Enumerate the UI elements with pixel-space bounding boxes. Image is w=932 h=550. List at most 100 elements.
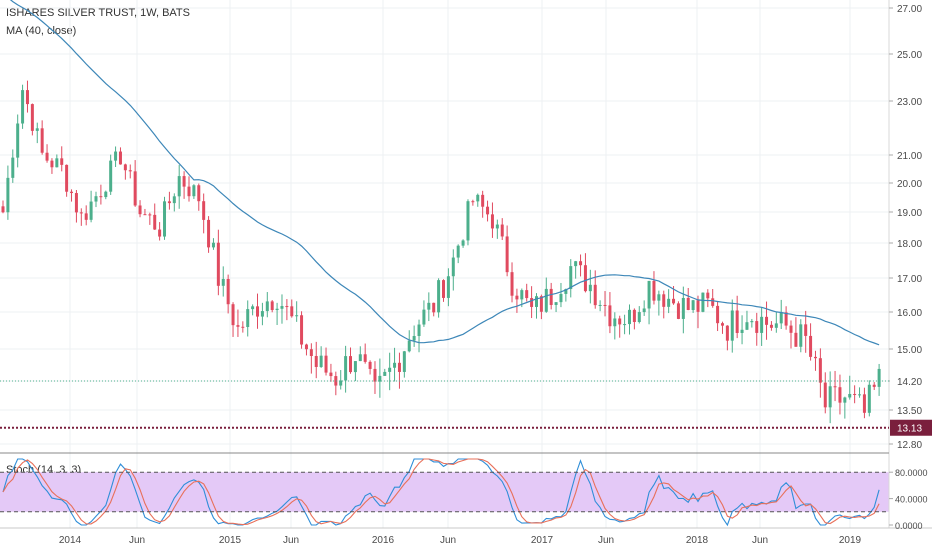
candle-body — [89, 201, 93, 220]
candle-body — [862, 394, 866, 413]
candle-body — [574, 261, 578, 267]
candle-body — [412, 336, 416, 341]
candle-body — [662, 294, 666, 307]
x-tick-label: 2017 — [531, 535, 554, 546]
candle-body — [309, 349, 313, 357]
y-tick-label: 18.00 — [897, 239, 922, 250]
candle-body — [275, 308, 279, 311]
candle-body — [637, 312, 641, 323]
candle-body — [789, 325, 793, 333]
candle-body — [319, 355, 323, 367]
last-price-label: 14.20 — [897, 377, 922, 388]
candle-body — [461, 240, 465, 246]
y-tick-label: 20.00 — [897, 179, 922, 190]
candle-body — [799, 324, 803, 347]
support-label: 13.13 — [897, 424, 922, 435]
candle-body — [285, 306, 289, 308]
candle-body — [706, 292, 710, 299]
candle-body — [94, 196, 98, 202]
candle-body — [720, 323, 724, 326]
candle-body — [813, 356, 817, 359]
candle-body — [794, 332, 798, 347]
candle-body — [539, 296, 543, 312]
y-tick-label: 27.00 — [897, 4, 922, 15]
x-tick-label: 2015 — [219, 535, 242, 546]
candle-body — [769, 324, 773, 328]
candle-body — [828, 386, 832, 408]
candle-body — [314, 356, 318, 367]
candle-body — [417, 324, 421, 337]
candle-body — [35, 128, 39, 131]
candle-body — [642, 308, 646, 313]
y-tick-label: 16.00 — [897, 308, 922, 319]
candle-body — [295, 315, 299, 317]
candle-body — [525, 290, 529, 299]
candle-body — [711, 298, 715, 306]
candle-body — [393, 362, 397, 368]
candle-body — [701, 292, 705, 312]
y-tick-label: 21.00 — [897, 151, 922, 162]
candle-body — [40, 128, 44, 153]
candle-body — [858, 394, 862, 396]
candle-body — [236, 325, 240, 327]
candle-body — [60, 158, 64, 165]
candle-body — [378, 375, 382, 382]
candle-body — [118, 151, 122, 165]
x-tick-label: Jun — [752, 535, 768, 546]
x-tick-label: 2018 — [686, 535, 709, 546]
candle-body — [265, 301, 269, 312]
candle-body — [65, 164, 69, 192]
candle-body — [745, 322, 749, 330]
y-tick-label: 17.00 — [897, 274, 922, 285]
candle-body — [530, 298, 534, 307]
candle-body — [99, 196, 103, 198]
candle-body — [50, 160, 54, 168]
ma-legend-label[interactable]: MA (40, close) — [6, 25, 77, 37]
candle-body — [45, 152, 49, 161]
y-tick-label: 25.00 — [897, 50, 922, 61]
candle-body — [554, 302, 558, 305]
candle-body — [256, 306, 260, 317]
candle-body — [657, 294, 661, 301]
candle-body — [853, 393, 857, 395]
candle-body — [1, 206, 5, 213]
candle-body — [672, 298, 676, 304]
candle-body — [476, 194, 480, 202]
candle-body — [339, 380, 343, 386]
x-tick-label: 2019 — [839, 535, 862, 546]
candle-body — [490, 214, 494, 229]
candle-body — [740, 329, 744, 333]
candle-body — [422, 309, 426, 325]
candle-body — [608, 305, 612, 327]
candle-body — [505, 236, 509, 273]
candle-body — [128, 170, 132, 172]
candle-body — [192, 185, 196, 197]
candle-body — [114, 151, 118, 161]
candle-body — [270, 301, 274, 311]
candle-body — [74, 193, 78, 213]
candle-body — [647, 280, 651, 309]
candle-body — [84, 213, 88, 220]
candle-body — [241, 326, 245, 328]
candle-body — [388, 367, 392, 372]
candle-body — [21, 90, 25, 124]
candle-body — [109, 160, 113, 192]
candle-body — [167, 201, 171, 204]
candle-body — [843, 397, 847, 403]
candle-body — [735, 310, 739, 333]
candle-body — [520, 290, 524, 300]
candle-body — [823, 382, 827, 408]
candle-body — [358, 354, 362, 362]
candle-body — [11, 157, 15, 178]
candle-body — [442, 280, 445, 298]
candle-body — [402, 351, 406, 372]
candle-body — [451, 257, 455, 277]
stoch-tick-label: 0.0000 — [895, 521, 923, 531]
candle-body — [583, 265, 587, 292]
candle-body — [559, 293, 563, 303]
candle-body — [750, 321, 754, 323]
candle-body — [353, 361, 357, 373]
candle-body — [603, 304, 607, 306]
candle-body — [471, 201, 475, 203]
